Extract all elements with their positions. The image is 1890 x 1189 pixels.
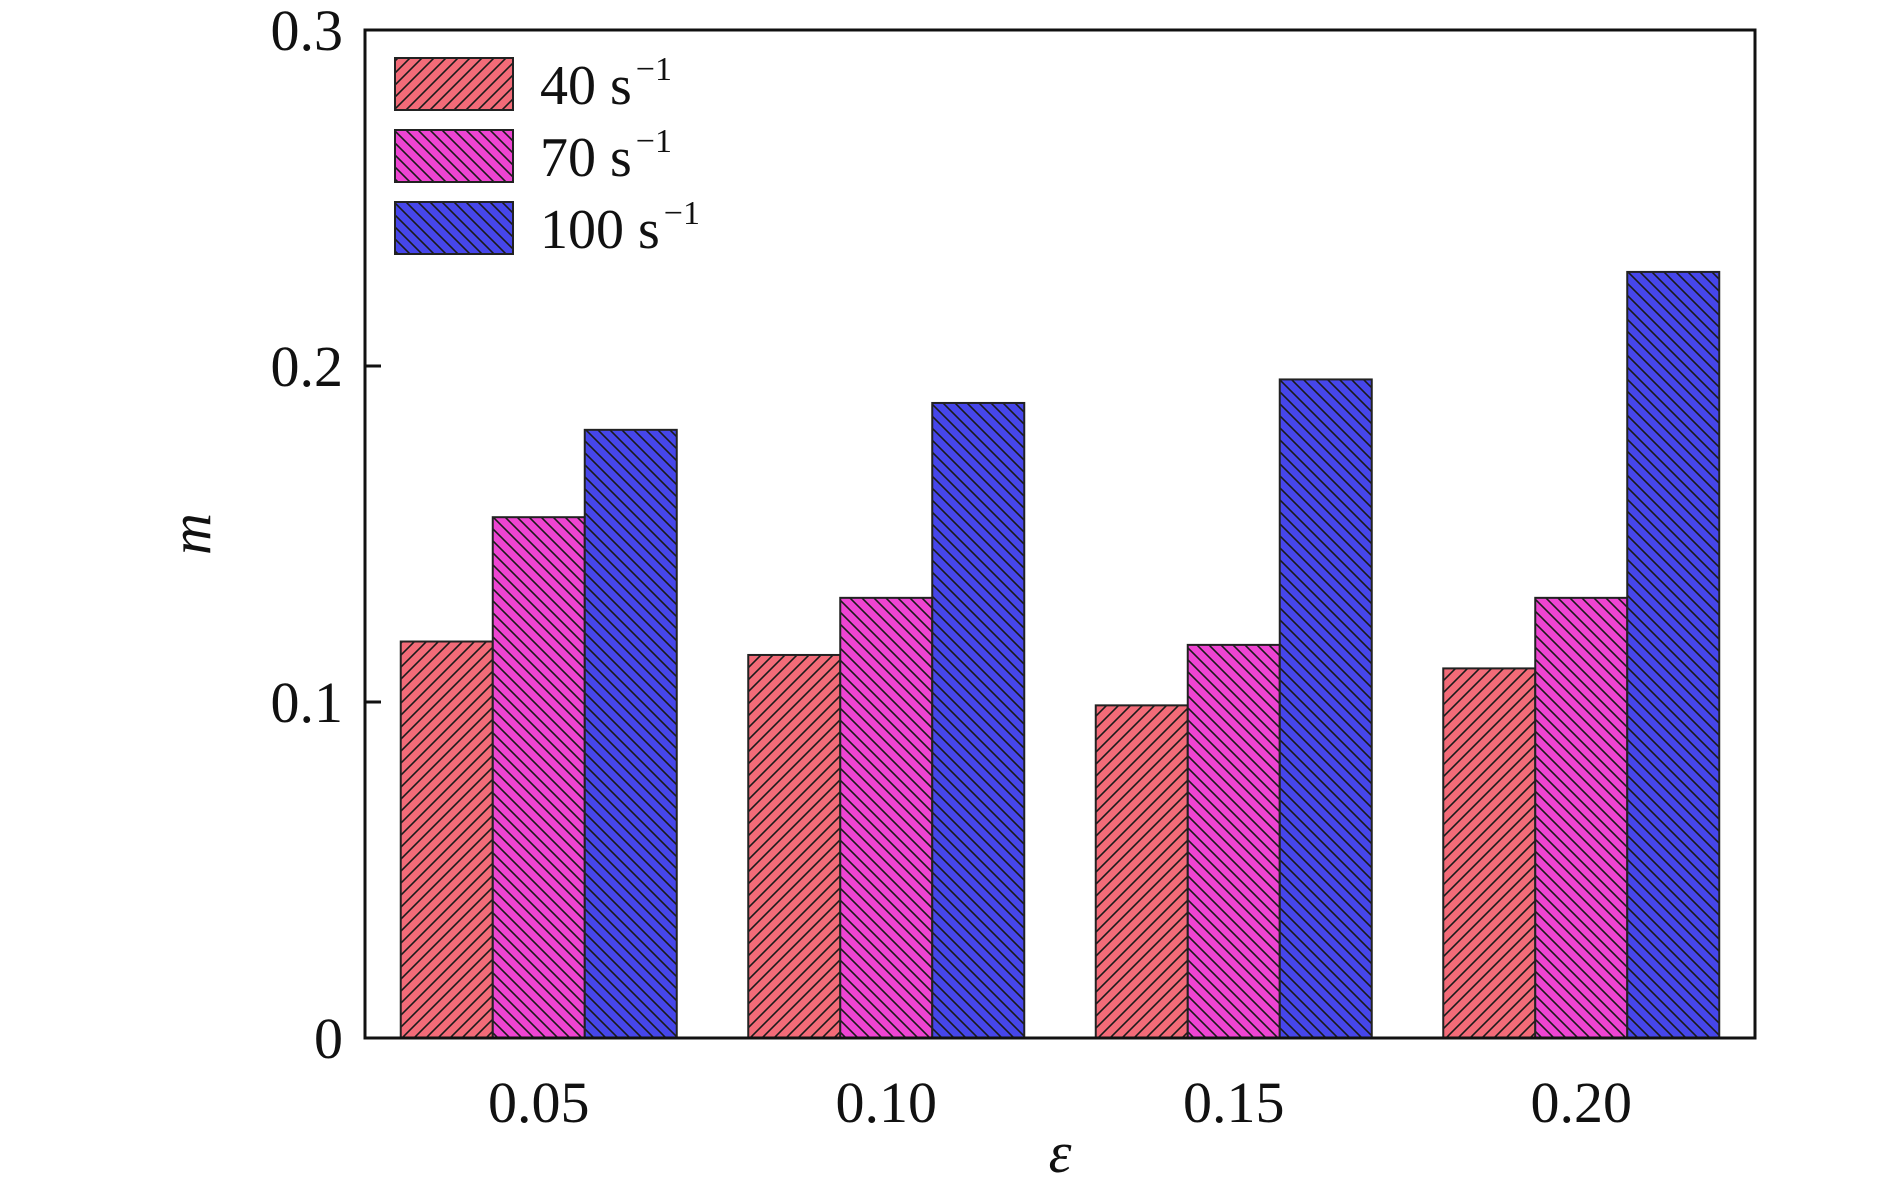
x-tick-label: 0.05 [488, 1070, 590, 1135]
bar [1626, 270, 1721, 1040]
legend-swatch [394, 129, 514, 183]
legend-label: 40 s −1 [540, 51, 672, 117]
x-tick-label: 0.15 [1183, 1070, 1285, 1135]
bars-group [399, 270, 1721, 1040]
bar [399, 640, 494, 1040]
y-axis: 0 0.1 0.2 0.3 [271, 0, 381, 1071]
x-axis: 0.05 0.10 0.15 0.20 [488, 1070, 1632, 1135]
plot-frame [363, 28, 1757, 1040]
bar [839, 596, 934, 1040]
bar [931, 401, 1026, 1039]
bar [1094, 704, 1189, 1039]
y-axis-title: m [158, 513, 223, 555]
bar [747, 653, 842, 1040]
y-tick-label: 0 [314, 1006, 343, 1071]
legend-label: 100 s −1 [540, 195, 700, 261]
x-tick-label: 0.20 [1531, 1070, 1633, 1135]
bar [1442, 667, 1537, 1040]
y-tick-label: 0.1 [271, 670, 344, 735]
x-tick-label: 0.10 [836, 1070, 938, 1135]
y-tick-label: 0.3 [271, 0, 344, 63]
bar [491, 516, 586, 1039]
bar [1186, 643, 1281, 1039]
legend-label: 70 s −1 [540, 123, 672, 189]
x-axis-title: ε [1049, 1120, 1072, 1185]
legend-swatch [394, 57, 514, 111]
bar [583, 428, 678, 1039]
y-tick-label: 0.2 [271, 334, 344, 399]
bar [1534, 596, 1629, 1040]
legend-swatch [394, 201, 514, 255]
bar [1278, 378, 1373, 1039]
